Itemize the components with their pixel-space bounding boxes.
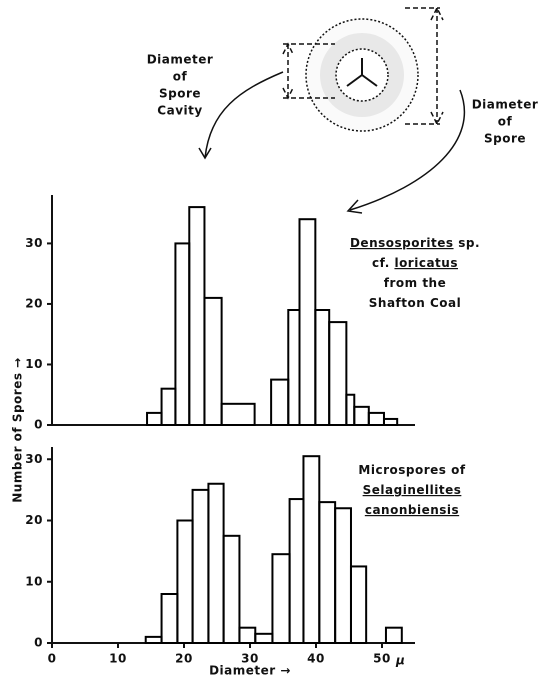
y-tick-label: 20 — [25, 296, 43, 310]
bar — [382, 417, 399, 426]
spore-arrow — [346, 89, 466, 214]
bar — [288, 498, 305, 644]
y-tick-label: 30 — [25, 452, 43, 466]
bar — [271, 553, 291, 644]
annotation-part: Selaginellites — [363, 483, 462, 497]
bar — [302, 455, 321, 644]
bar — [176, 519, 194, 644]
bar — [238, 626, 257, 644]
annotation-part: sp. — [458, 236, 480, 250]
y-tick-label: 10 — [25, 357, 43, 371]
y-tick-label: 20 — [25, 513, 43, 527]
x-unit: µ — [395, 654, 405, 668]
bar — [146, 411, 163, 427]
annotation: cf. loricatus — [372, 256, 458, 270]
annotation-part: from the — [384, 276, 446, 290]
bar — [349, 565, 368, 644]
spore-diagram — [198, 6, 466, 214]
axes — [51, 195, 415, 426]
bar — [188, 206, 206, 426]
annotation-part: Densosporites — [350, 236, 454, 250]
y-tick-label: 0 — [34, 636, 43, 650]
bar — [160, 593, 179, 644]
bar — [174, 242, 191, 426]
cavity-arrow — [198, 71, 284, 160]
x-tick-label: 0 — [48, 652, 57, 666]
cavity-label: Diameter — [147, 53, 214, 67]
annotation-part: loricatus — [394, 256, 458, 270]
annotation: from the — [384, 276, 446, 290]
annotation: canonbiensis — [365, 503, 459, 517]
spore-label: Diameter — [472, 98, 539, 112]
annotation-part: cf. — [372, 256, 390, 270]
x-axis-label: Diameter → — [209, 664, 291, 678]
bar — [287, 309, 301, 426]
bar — [270, 378, 290, 426]
cavity-label: of — [173, 70, 188, 84]
y-tick-label: 10 — [25, 574, 43, 588]
bar — [220, 402, 256, 427]
spore-diameter — [405, 6, 444, 126]
x-tick-label: 20 — [175, 652, 193, 666]
spore-label: of — [498, 115, 513, 129]
y-axis-label: Number of Spores → — [11, 357, 25, 502]
y-tick-label: 0 — [34, 418, 43, 432]
bar — [328, 321, 348, 426]
bar — [160, 387, 177, 426]
bar — [384, 626, 403, 644]
y-tick-label: 30 — [25, 236, 43, 250]
x-tick-label: 10 — [109, 652, 127, 666]
bar — [222, 534, 241, 644]
bar — [345, 393, 356, 427]
bar — [334, 507, 352, 644]
bar — [318, 501, 337, 644]
cavity-label: Cavity — [157, 104, 202, 118]
bar — [191, 488, 210, 644]
bar — [314, 309, 331, 426]
bar — [298, 218, 317, 426]
annotation: Densosporites sp. — [350, 236, 480, 250]
bar — [144, 635, 163, 644]
x-tick-label: 30 — [241, 652, 259, 666]
annotation: Shafton Coal — [369, 296, 461, 310]
bar — [254, 632, 274, 644]
x-tick-label: 40 — [307, 652, 325, 666]
annotation: Selaginellites — [363, 483, 462, 497]
annotation: Microspores of — [358, 463, 465, 477]
bar — [203, 296, 223, 427]
x-tick-label: 50 — [373, 652, 391, 666]
trilete-mark — [346, 58, 378, 87]
annotation-part: Microspores of — [358, 463, 465, 477]
cavity-label: Spore — [159, 87, 201, 101]
cavity-diameter — [282, 42, 335, 100]
annotation-part: canonbiensis — [365, 503, 459, 517]
spore-label: Spore — [484, 132, 526, 146]
annotation-part: Shafton Coal — [369, 296, 461, 310]
bar — [367, 411, 385, 427]
bar — [207, 482, 225, 644]
bar — [353, 405, 370, 426]
